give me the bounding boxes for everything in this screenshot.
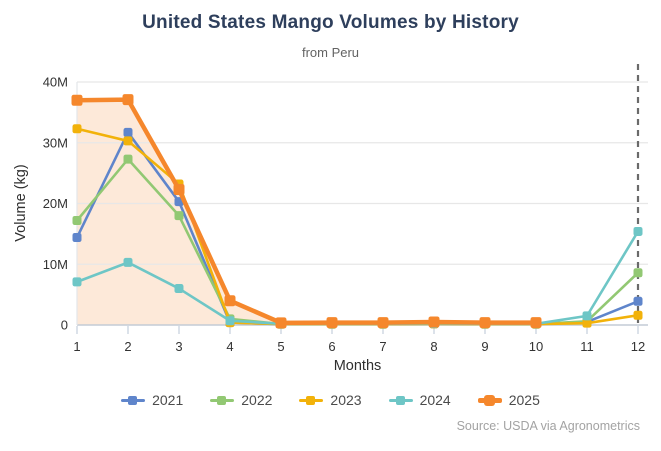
legend-square <box>483 394 495 406</box>
series-line-2025 <box>74 97 539 326</box>
series-marker-2024 <box>633 226 643 236</box>
series-marker-2024 <box>225 316 235 326</box>
series-marker-2024 <box>123 257 133 267</box>
series-marker-2025 <box>530 317 542 329</box>
legend-marker-icon <box>388 394 413 407</box>
x-tick-label: 5 <box>277 339 284 354</box>
source-attribution: Source: USDA via Agronometrics <box>456 419 640 433</box>
y-tick-label: 30M <box>43 135 68 150</box>
x-tick-label: 9 <box>481 339 488 354</box>
legend-label: 2021 <box>152 392 184 408</box>
legend-label: 2024 <box>419 392 451 408</box>
series-marker-2024 <box>174 284 184 294</box>
series-marker-2025 <box>224 295 236 307</box>
series-marker-2025 <box>326 317 338 329</box>
x-tick-label: 10 <box>529 339 543 354</box>
series-marker-2025 <box>122 94 134 106</box>
series-marker-2025 <box>71 94 83 106</box>
x-tick-label: 7 <box>379 339 386 354</box>
legend-marker-icon <box>477 394 502 407</box>
series-marker-2025 <box>428 316 440 328</box>
legend-item-2022[interactable]: 2022 <box>210 392 272 408</box>
legend-marker-icon <box>121 394 146 407</box>
x-tick-label: 2 <box>124 339 131 354</box>
x-tick-label: 1 <box>73 339 80 354</box>
series-marker-2022 <box>72 216 82 226</box>
y-tick-label: 40M <box>43 75 68 90</box>
legend-label: 2025 <box>508 392 540 408</box>
legend-item-2021[interactable]: 2021 <box>121 392 183 408</box>
chart-legend: 2021 2022 2023 2024 2025 <box>0 392 661 408</box>
legend-square <box>306 395 316 405</box>
y-tick-label: 0 <box>61 318 68 333</box>
series-marker-2021 <box>72 233 82 243</box>
y-axis-title: Volume (kg) <box>13 164 29 242</box>
x-tick-label: 8 <box>430 339 437 354</box>
series-marker-2023 <box>582 318 592 328</box>
series-marker-2023 <box>72 124 82 134</box>
legend-item-2023[interactable]: 2023 <box>299 392 362 408</box>
legend-marker-icon <box>210 394 235 407</box>
series-marker-2023 <box>633 310 643 320</box>
legend-item-2024[interactable]: 2024 <box>388 392 451 408</box>
series-marker-2021 <box>123 127 133 137</box>
legend-item-2025[interactable]: 2025 <box>477 392 540 408</box>
x-tick-label: 4 <box>226 339 233 354</box>
legend-square <box>395 395 405 405</box>
legend-label: 2022 <box>241 392 273 408</box>
series-marker-2023 <box>123 136 133 146</box>
y-tick-label: 10M <box>43 257 68 272</box>
x-tick-label: 3 <box>175 339 182 354</box>
series-marker-2021 <box>633 296 643 306</box>
chart-title: United States Mango Volumes by History <box>142 12 519 33</box>
series-marker-2025 <box>173 184 185 196</box>
chart-subtitle: from Peru <box>301 45 360 60</box>
x-tick-label: 12 <box>631 339 645 354</box>
series-marker-2025 <box>479 317 491 329</box>
legend-square <box>128 395 138 405</box>
series-area-2025 <box>77 99 536 326</box>
x-tick-label: 6 <box>328 339 335 354</box>
series-marker-2025 <box>275 317 287 329</box>
series-marker-2022 <box>123 154 133 164</box>
series-marker-2022 <box>633 268 643 278</box>
x-axis-title: Months <box>333 358 382 374</box>
x-tick-label: 11 <box>580 339 594 354</box>
series-marker-2024 <box>72 277 82 287</box>
legend-marker-icon <box>299 394 324 407</box>
y-tick-label: 20M <box>43 196 68 211</box>
series-marker-2025 <box>377 317 389 329</box>
legend-square <box>217 395 227 405</box>
series-marker-2024 <box>582 311 592 321</box>
legend-label: 2023 <box>330 392 362 408</box>
series-marker-2022 <box>174 211 184 221</box>
